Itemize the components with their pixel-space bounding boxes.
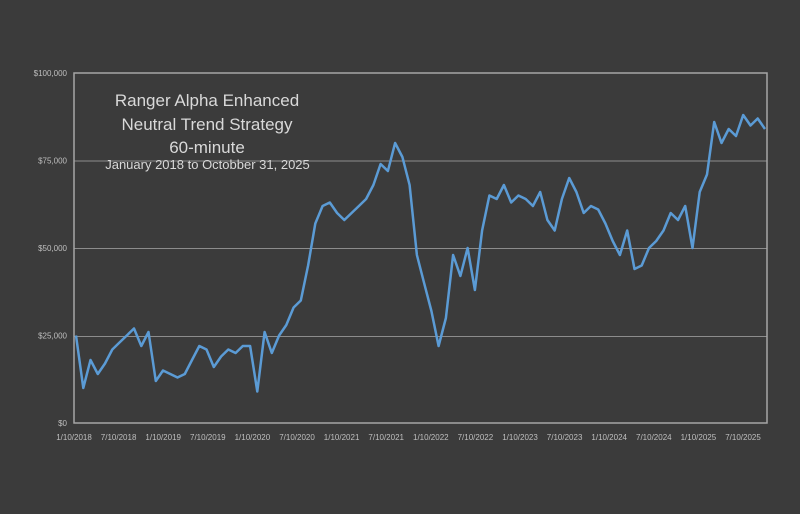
plot-area-frame — [73, 72, 768, 424]
x-axis-tick-labels: 1/10/2018 7/10/2018 1/10/2019 7/10/2019 1/10… — [56, 433, 761, 442]
x-tick-label: 1/10/2023 — [502, 433, 538, 442]
x-tick-label: 7/10/2025 — [725, 433, 761, 442]
x-tick-label: 1/10/2019 — [145, 433, 181, 442]
x-tick-label: 7/10/2021 — [368, 433, 404, 442]
x-tick-label: 7/10/2022 — [458, 433, 494, 442]
y-tick-label: $50,000 — [38, 244, 67, 253]
x-tick-label: 7/10/2018 — [101, 433, 137, 442]
x-tick-label: 1/10/2018 — [56, 433, 92, 442]
x-tick-label: 1/10/2022 — [413, 433, 449, 442]
x-tick-label: 1/10/2021 — [324, 433, 360, 442]
y-axis-tick-labels: $0 $25,000 $50,000 $75,000 $100,000 — [34, 69, 68, 428]
x-tick-label: 7/10/2019 — [190, 433, 226, 442]
x-tick-label: 7/10/2024 — [636, 433, 672, 442]
chart-title-line-2: Neutral Trend Strategy — [121, 115, 293, 134]
x-tick-label: 1/10/2025 — [681, 433, 717, 442]
chart-title-line-1: Ranger Alpha Enhanced — [114, 91, 300, 110]
y-tick-label: $100,000 — [34, 69, 68, 78]
gridlines — [74, 160, 767, 337]
x-tick-label: 1/10/2024 — [591, 433, 627, 442]
x-tick-label: 7/10/2023 — [547, 433, 583, 442]
y-tick-label: $75,000 — [38, 157, 67, 166]
y-tick-label: $25,000 — [38, 332, 67, 341]
chart-subtitle: January 2018 to Octobber 31, 2025 — [105, 157, 310, 172]
y-tick-label: $0 — [58, 419, 67, 428]
x-tick-label: 1/10/2020 — [235, 433, 271, 442]
equity-line — [74, 113, 767, 393]
x-tick-label: 7/10/2020 — [279, 433, 315, 442]
chart-title-line-3: 60-minute — [169, 138, 245, 157]
